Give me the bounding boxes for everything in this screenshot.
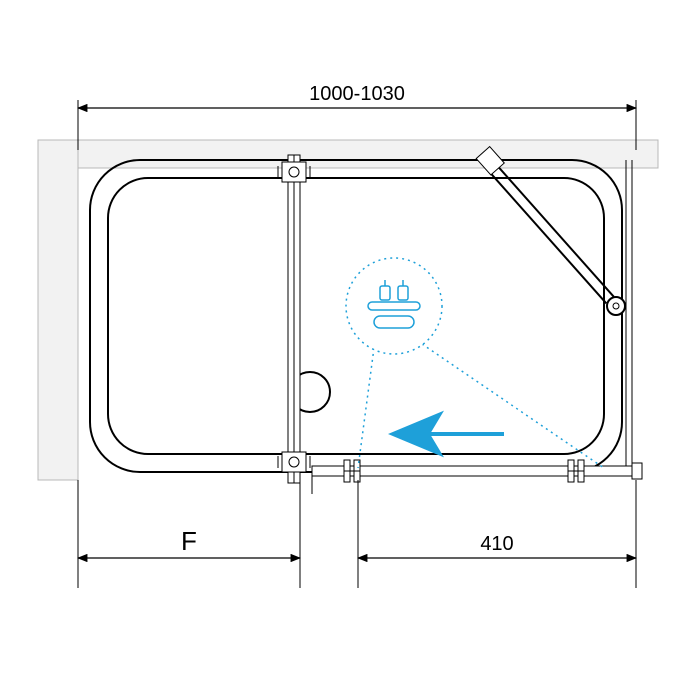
dim-top-label: 1000-1030 <box>309 83 405 105</box>
rail-fitting-bottom <box>278 452 310 472</box>
panel-bracket <box>568 460 584 482</box>
callout-line <box>358 348 374 468</box>
rail-fitting-top <box>278 162 310 182</box>
detail-circle <box>346 258 442 354</box>
wall-left <box>38 140 78 480</box>
panel-bracket <box>344 460 360 482</box>
dim-410-label: 410 <box>480 533 513 555</box>
sliding-panel <box>312 466 636 476</box>
support-brace <box>476 147 625 315</box>
wall-top <box>38 140 658 168</box>
dim-F-label: F <box>181 526 197 556</box>
callout-line <box>422 344 604 468</box>
